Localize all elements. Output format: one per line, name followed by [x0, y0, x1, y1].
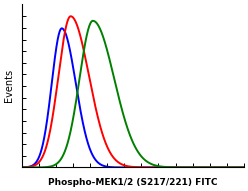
Y-axis label: Events: Events	[4, 69, 14, 102]
X-axis label: Phospho-MEK1/2 (S217/221) FITC: Phospho-MEK1/2 (S217/221) FITC	[48, 178, 217, 187]
